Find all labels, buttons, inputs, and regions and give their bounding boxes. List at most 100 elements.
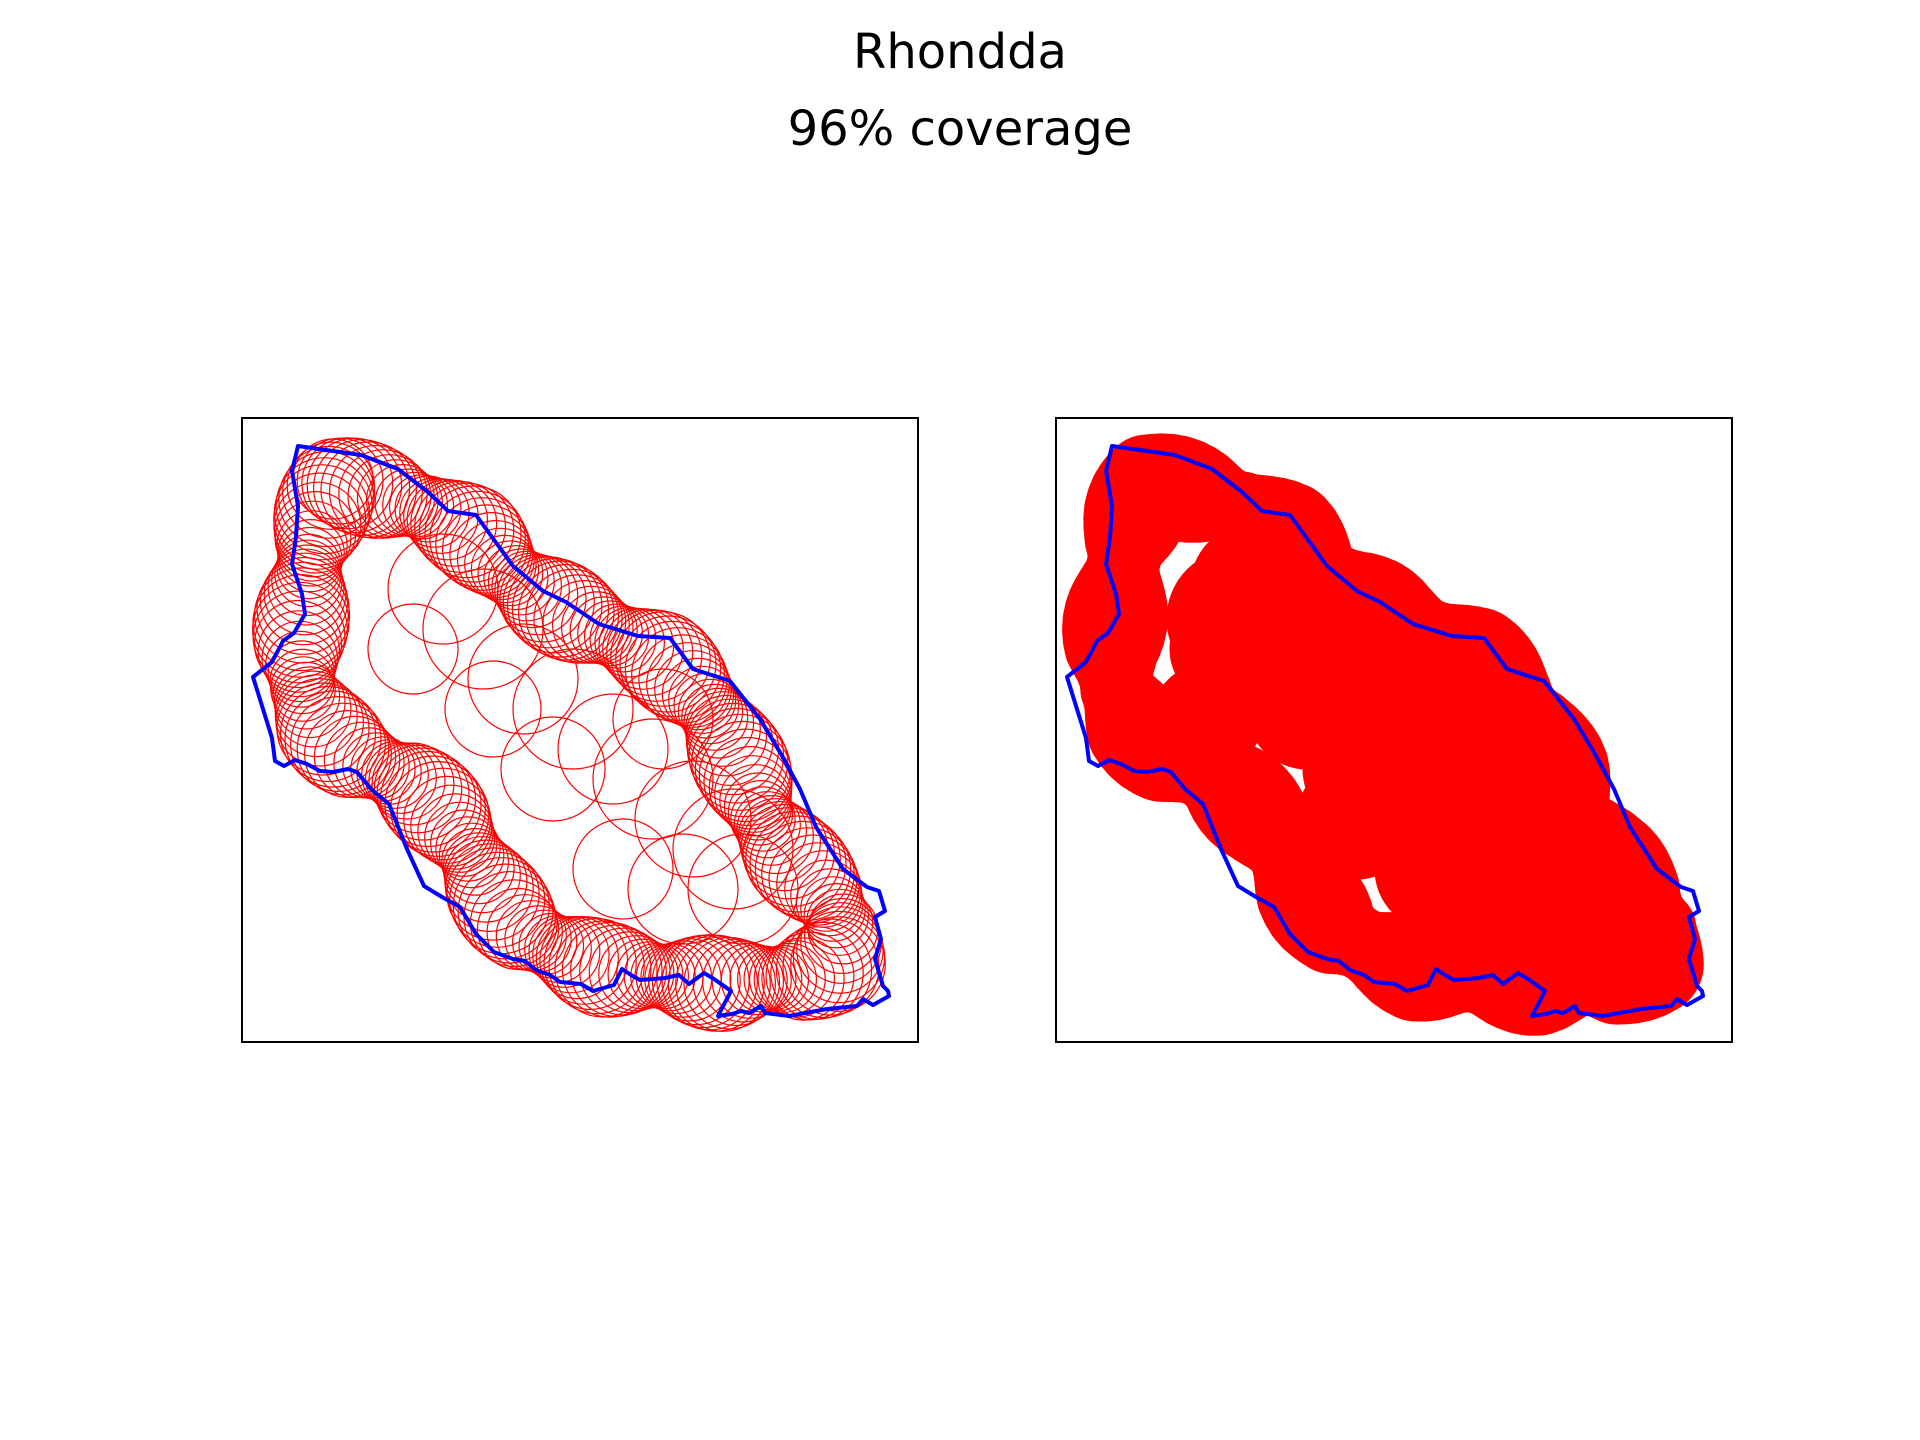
coverage-circle [394,475,462,543]
coverage-circle [269,648,335,715]
coverage-circle [1096,437,1193,534]
coverage-circle [263,552,347,636]
figure-title: Rhondda [853,24,1067,80]
coverage-circle [730,786,796,852]
coverage-circle [606,608,694,696]
coverage-circle [757,940,836,1018]
coverage-circle [525,568,620,663]
coverage-circle [410,784,493,867]
coverage-circle [410,479,498,567]
coverage-circle [1486,798,1628,940]
coverage-circle [494,552,570,629]
outline-panel [241,417,919,1043]
coverage-circle [435,497,530,591]
coverage-circle [444,660,542,758]
coverage-circle [776,842,860,926]
coverage-circle [733,791,801,859]
coverage-circle [279,685,377,783]
coverage-circle [634,760,752,878]
outline-map [251,437,891,1032]
coverage-circle [289,696,387,793]
coverage-circle [259,556,349,646]
coverage-circle [703,736,793,827]
coverage-circle [557,693,669,805]
rhondda-boundary [1065,444,1705,1018]
coverage-circle [483,545,549,611]
coverage-circle [619,615,717,713]
coverage-circle [714,755,792,833]
coverage-circle [303,710,393,799]
coverage-circle [739,801,821,883]
coverage-circle [271,544,343,617]
coverage-circle [296,702,390,796]
coverage-circle [800,876,866,942]
coverage-circle [435,816,501,882]
coverage-circle [438,822,505,889]
coverage-circle [367,603,459,695]
coverage-circle [286,441,376,530]
coverage-circle [803,883,870,949]
coverage-circle [274,539,342,608]
coverage-circle [646,642,730,726]
coverage-circle [598,935,675,1012]
coverage-circle [328,444,423,539]
coverage-circle [687,833,799,945]
coverage-circle [275,677,364,767]
coverage-circle [612,668,714,770]
coverage-circle [477,540,544,607]
coverage-circle [506,557,603,654]
coverage-circle [430,809,498,877]
coverage-circle [661,934,758,1031]
coverage-circle [681,683,749,751]
coverage-circle [800,902,882,984]
coverage-circle [499,555,587,643]
coverage-circle [253,567,351,664]
coverage-circle [424,485,522,583]
coverage-fill [1062,433,1704,1036]
coverage-circle [338,449,428,539]
coverage-circle [790,916,886,1012]
coverage-circle [677,678,744,745]
coverage-circle [502,556,595,649]
coverage-circle [422,568,544,690]
coverage-circle [512,648,634,770]
coverage-circle [1296,758,1418,880]
coverage-circle [441,828,510,896]
coverage-circle [745,811,841,907]
coverage-circle [615,611,711,707]
coverage-circle [264,630,337,703]
coverage-circle [672,788,794,910]
coverage-circle [403,775,492,864]
coverage-circle [685,694,768,777]
coverage-circles [251,437,886,1032]
coverage-circle [761,937,845,1021]
coverage-circle [323,721,401,799]
coverage-circle [737,798,814,875]
coverage-circle [1151,663,1263,775]
coverage-circle [754,820,852,918]
coverage-circle [517,564,615,661]
coverage-circle [727,779,794,846]
coverage-circle [594,607,666,678]
coverage-circle [417,793,494,870]
coverage-circle [500,716,606,822]
coverage-subtitle: 96% coverage [787,101,1133,157]
coverage-circle [267,548,345,626]
coverage-circle [602,608,684,690]
coverage-circle [661,657,735,731]
filled-map [1062,433,1705,1036]
coverage-circle [467,623,579,735]
coverage-circle [382,471,449,538]
coverage-circle [387,533,499,645]
coverage-circle [592,718,714,840]
rhondda-boundary [251,444,891,1018]
coverage-circle [572,818,674,920]
coverage-circle [683,687,755,759]
coverage-circle [470,534,540,604]
filled-panel [1055,417,1733,1043]
coverage-circle [743,946,810,1012]
coverage-circle [627,833,739,945]
coverage-circle [656,934,750,1029]
coverage-circle [273,666,346,739]
coverage-circle [723,772,793,841]
